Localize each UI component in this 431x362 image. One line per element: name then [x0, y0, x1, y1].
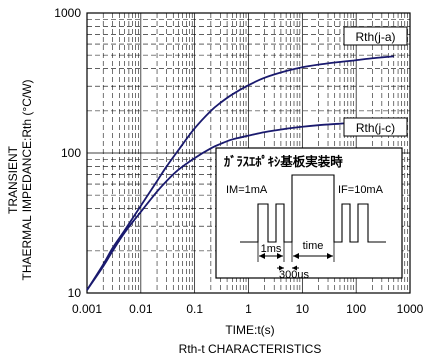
- series-line-rth-jc: [86, 120, 394, 291]
- x-tick-label: 10: [296, 302, 310, 316]
- series-label-rth-jc-text: Rth(j-c): [356, 121, 395, 135]
- series-lines: [86, 55, 394, 291]
- x-axis-label: TIME:t(s): [225, 323, 274, 337]
- x-tick-label: 100: [346, 302, 366, 316]
- inset-arrowhead-300us-r: [292, 265, 297, 271]
- inset-im-label: IM=1mA: [226, 184, 268, 196]
- y-axis-label-line1: TRANSIENT: [6, 145, 20, 214]
- tick-labels: 0.001 0.01 0.1 1 10 100 1000 10 100 1000: [54, 6, 423, 316]
- series-label-rth-jc: Rth(j-c): [343, 117, 408, 137]
- series-label-rth-ja: Rth(j-a): [343, 26, 408, 46]
- inset-arrowhead-1ms-l: [259, 253, 265, 259]
- x-tick-label: 0.01: [129, 302, 153, 316]
- x-tick-label: 1: [245, 302, 252, 316]
- inset-title: ｶﾞﾗｽｴﾎﾟｷｼ基板実装時: [224, 154, 343, 169]
- inset-arrowhead-time-l: [293, 253, 299, 259]
- y-tick-label: 100: [61, 146, 81, 160]
- x-tick-label: 0.1: [186, 302, 203, 316]
- inset-time-label: time: [303, 240, 324, 252]
- y-tick-label: 10: [68, 286, 82, 300]
- y-tick-label: 1000: [54, 6, 81, 20]
- x-tick-label: 1000: [397, 302, 424, 316]
- inset-arrowhead-300us-l: [279, 265, 284, 271]
- inset-if-label: IF=10mA: [338, 184, 384, 196]
- inset-1ms-label: 1ms: [261, 243, 282, 255]
- plot-frame: [86, 12, 411, 294]
- series-line-rth-ja: [86, 55, 394, 291]
- inset-diagram: ｶﾞﾗｽｴﾎﾟｷｼ基板実装時 IM=1mA IF=10mA 1ms time 3…: [215, 147, 403, 281]
- y-axis-label-line2: THAERMAL IMPEDANCE:Rth (°C/W): [20, 79, 34, 280]
- x-tick-label: 0.001: [72, 302, 102, 316]
- chart-caption: Rth-t CHARACTERISTICS: [179, 342, 322, 356]
- inset-arrowhead-time-r: [327, 253, 333, 259]
- inset-arrowhead-1ms-r: [277, 253, 283, 259]
- inset-300us-label: 300us: [279, 269, 309, 281]
- series-label-rth-ja-text: Rth(j-a): [355, 30, 395, 44]
- inset-waveform: [240, 174, 386, 243]
